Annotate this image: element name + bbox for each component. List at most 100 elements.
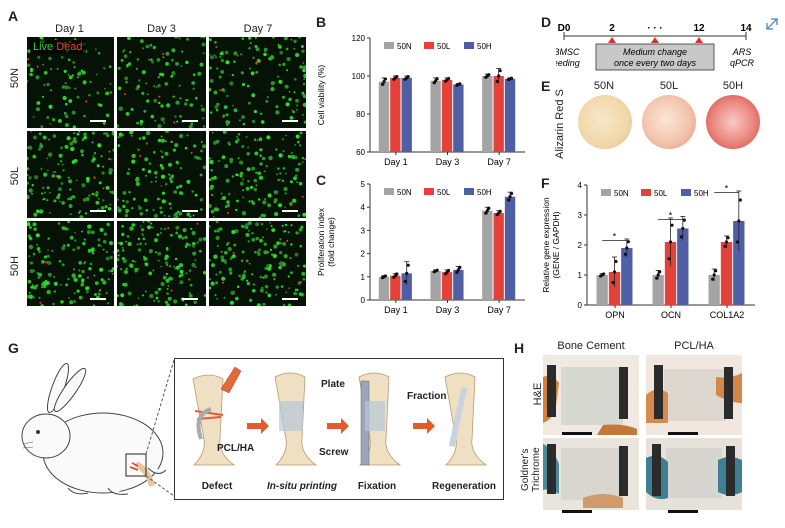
micrograph-50l-day1 [27, 131, 114, 218]
bar [652, 275, 664, 305]
data-point [509, 76, 514, 80]
histo-column-label: Bone Cement [557, 340, 625, 352]
y-tick-label: 2 [578, 241, 583, 250]
data-point [658, 270, 662, 274]
y-axis-label: Proliferation index [316, 207, 326, 276]
y-tick-label: 1 [578, 271, 583, 280]
data-point [395, 74, 399, 79]
data-point [458, 82, 462, 86]
bar [504, 196, 516, 300]
y-tick-label: 3 [578, 211, 583, 220]
legend-label: 50N [614, 189, 629, 198]
legend-label: 50L [437, 188, 451, 197]
data-point [498, 209, 502, 213]
step-label-fixation: Fixation [357, 481, 397, 492]
micrograph-50h-day1 [27, 221, 114, 306]
bar [401, 77, 412, 152]
data-point [435, 268, 439, 272]
x-tick-label: Day 1 [384, 305, 408, 315]
data-point [670, 223, 674, 227]
data-point [667, 257, 671, 261]
live-dead-legend: Live Dead [30, 40, 86, 54]
step-label-printing: In-situ printing [267, 481, 337, 492]
data-point [611, 280, 615, 285]
scaffold-disc-50n [578, 95, 632, 149]
chart-cell-viability: 60 80 100 120 Cell viability (%) Day 1 Day 3 Da… [316, 34, 525, 167]
legend-label: 50H [477, 42, 492, 51]
y-tick-label: 60 [356, 148, 365, 157]
histo-row-label: Goldner's Trichrome [520, 447, 542, 493]
histo-column-label: PCL/HA [674, 340, 714, 352]
disc-label: 50H [722, 80, 744, 92]
bar [482, 76, 493, 152]
seeding-caption: hBMSC [556, 47, 580, 57]
timeline-marker [695, 37, 703, 43]
data-point [656, 273, 660, 277]
bar [596, 275, 608, 305]
bar [504, 78, 516, 152]
bar [677, 228, 689, 305]
bar [390, 77, 401, 152]
data-point [435, 77, 439, 81]
x-tick-label: Day 7 [487, 305, 511, 315]
scale-bar [282, 210, 298, 212]
legend-swatch [424, 188, 434, 195]
data-point [498, 69, 502, 73]
expand-icon[interactable] [764, 16, 780, 32]
timeline-marker [608, 37, 616, 43]
y-tick-label: 4 [361, 203, 366, 212]
row-label: 50H [9, 255, 21, 277]
data-point [487, 73, 491, 77]
data-point [682, 218, 686, 222]
data-point [737, 219, 741, 223]
bar [664, 242, 677, 305]
data-point [495, 79, 499, 83]
significance-star: * [613, 232, 617, 242]
timeline-label-d0: D0 [558, 23, 571, 34]
histo-bone-cement-goldner [543, 438, 639, 510]
x-tick-label: Day 3 [436, 305, 460, 315]
y-tick-label: 0 [361, 296, 366, 305]
micrograph-50h-day7 [209, 221, 306, 306]
surgery-steps-drawing [192, 366, 488, 466]
scale-bar [668, 432, 698, 435]
screw-callout: Screw [319, 447, 349, 458]
timeline-label-2: 2 [609, 23, 615, 34]
bar [733, 221, 745, 305]
legend-label: 50N [397, 42, 412, 51]
data-point [485, 209, 489, 213]
panel-label-a: A [8, 8, 19, 24]
data-point [625, 246, 629, 250]
bar [430, 271, 441, 300]
data-point [681, 226, 685, 231]
y-axis-label: Cell viability (%) [316, 65, 326, 126]
histo-bone-cement-he [543, 355, 639, 435]
data-point [509, 191, 514, 196]
bar [401, 273, 412, 300]
x-tick-label: OPN [605, 310, 625, 320]
data-point [723, 244, 727, 248]
pclha-callout: PCL/HA [217, 443, 255, 454]
day-label: Day 3 [147, 23, 176, 35]
data-point [487, 206, 491, 210]
micrograph-50h-day3 [117, 221, 206, 306]
y-axis-label: (GENE / GAPDH) [551, 211, 561, 278]
data-point [383, 274, 388, 278]
data-point [405, 271, 409, 275]
y-tick-label: 80 [356, 110, 365, 119]
experiment-timeline: D0 2 · · · 12 14 Medium change once ever… [556, 23, 755, 71]
data-point [382, 80, 386, 84]
bar [482, 210, 493, 300]
bar [720, 242, 733, 305]
bar [493, 213, 504, 300]
data-point [456, 268, 460, 272]
scale-bar [90, 298, 106, 300]
legend-swatch [681, 189, 691, 196]
data-point [714, 269, 718, 273]
assay-caption: qPCR [730, 58, 755, 68]
data-point [679, 235, 683, 239]
scaffold-disc-50l [642, 95, 696, 149]
scale-bar [562, 432, 592, 435]
scale-bar [182, 120, 198, 122]
chart-gene-expression: 0 1 2 3 4 Relative gene expression (GENE / GAP… [541, 181, 755, 320]
